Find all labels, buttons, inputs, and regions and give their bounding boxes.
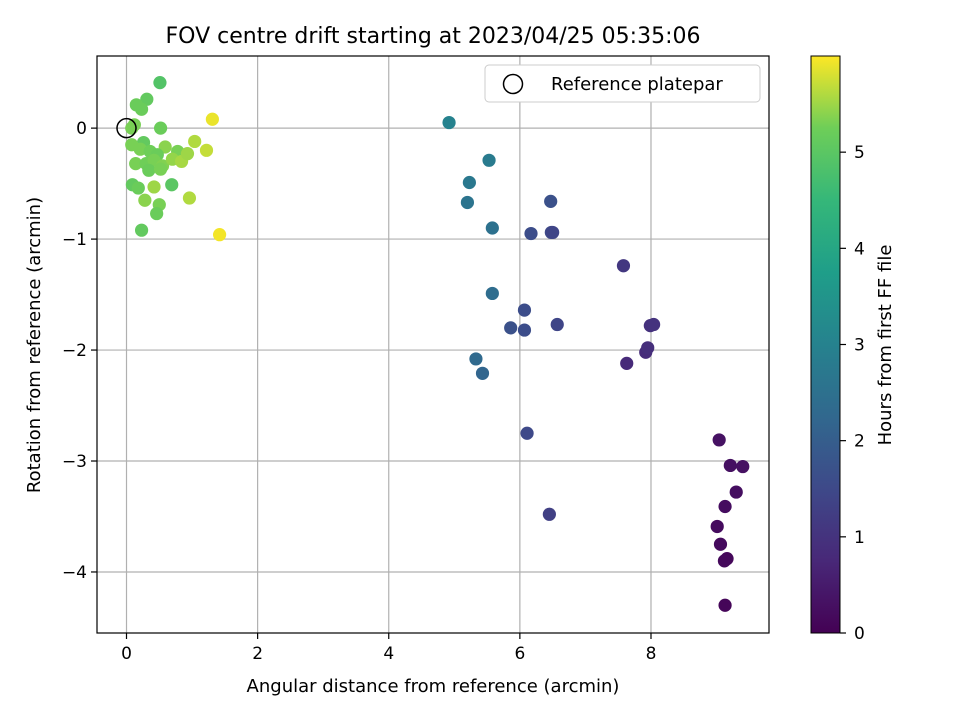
scatter-point xyxy=(723,458,737,473)
scatter-point xyxy=(482,153,496,167)
scatter-point xyxy=(212,228,227,242)
scatter-point xyxy=(485,221,499,235)
scatter-point xyxy=(520,426,534,440)
colorbar: 0 1 2 3 4 5 Hours from first FF file xyxy=(810,55,896,644)
scatter-point xyxy=(134,102,149,116)
colorbar-tick-label: 3 xyxy=(854,336,865,356)
scatter-point xyxy=(129,157,143,171)
scatter-point xyxy=(544,194,558,208)
colorbar-tick-label: 4 xyxy=(854,239,865,259)
scatter-point xyxy=(485,286,499,301)
colorbar-tick-label: 0 xyxy=(854,624,865,644)
scatter-point xyxy=(524,226,538,241)
scatter-point xyxy=(460,195,475,210)
scatter-point xyxy=(205,112,219,126)
x-axis-label: Angular distance from reference (arcmin) xyxy=(247,676,620,697)
colorbar-tick-label: 1 xyxy=(854,528,865,548)
x-tick-label: 6 xyxy=(514,644,525,664)
scatter-point xyxy=(462,175,476,190)
y-axis-ticks: 0 −1 −2 −3 −4 xyxy=(62,119,97,583)
scatter-point xyxy=(718,499,732,514)
y-tick-label: −2 xyxy=(62,341,87,361)
x-tick-label: 8 xyxy=(646,644,657,664)
scatter-point xyxy=(127,118,141,132)
scatter-point xyxy=(504,321,518,335)
legend-marker-reference xyxy=(502,73,524,95)
scatter-point xyxy=(131,181,145,195)
scatter-point xyxy=(647,317,661,332)
scatter-point xyxy=(546,225,560,240)
y-axis-label: Rotation from reference (arcmin) xyxy=(24,197,45,493)
legend: Reference platepar xyxy=(484,64,761,103)
scatter-point xyxy=(188,134,202,149)
scatter-point xyxy=(713,537,728,551)
legend-box xyxy=(484,64,761,103)
scatter-point xyxy=(147,180,161,194)
x-tick-label: 2 xyxy=(252,644,263,664)
scatter-point xyxy=(180,147,195,161)
scatter-point xyxy=(517,323,532,337)
scatter-point xyxy=(712,433,726,447)
x-tick-label: 4 xyxy=(383,644,394,664)
scatter-point xyxy=(469,352,483,366)
y-tick-label: 0 xyxy=(76,119,87,139)
scatter-point xyxy=(134,223,149,237)
scatter-point xyxy=(517,303,532,317)
scatter-point xyxy=(550,317,564,332)
colorbar-gradient xyxy=(810,55,841,634)
scatter-point xyxy=(475,366,490,380)
scatter-point xyxy=(620,356,634,370)
x-tick-label: 0 xyxy=(121,644,132,664)
colorbar-ticks: 0 1 2 3 4 5 xyxy=(840,143,865,644)
scatter-point xyxy=(138,193,152,207)
y-tick-label: −4 xyxy=(62,563,87,583)
chart-title: FOV centre drift starting at 2023/04/25 … xyxy=(166,24,701,49)
scatter-point xyxy=(710,519,724,534)
y-tick-label: −3 xyxy=(62,452,87,472)
scatter-point xyxy=(140,92,154,106)
scatter-point xyxy=(165,178,179,192)
scatter-point xyxy=(736,459,750,474)
scatter-point xyxy=(616,259,631,273)
scatter-point xyxy=(153,76,167,90)
x-axis-ticks: 0 2 4 6 8 xyxy=(121,633,656,664)
legend-entry-reference: Reference platepar xyxy=(551,74,723,95)
scatter-point xyxy=(133,142,147,156)
scatter-point xyxy=(641,341,655,355)
scatter-point xyxy=(542,507,556,521)
scatter-point xyxy=(182,191,197,205)
scatter-point xyxy=(142,163,156,177)
scatter-point xyxy=(153,162,168,176)
reference-marker-layer xyxy=(116,117,137,139)
data-points xyxy=(125,76,750,612)
plot-frame xyxy=(96,55,770,634)
scatter-point xyxy=(718,598,732,612)
scatter-point xyxy=(199,143,214,157)
scatter-point xyxy=(150,206,164,221)
colorbar-tick-label: 2 xyxy=(854,432,865,452)
scatter-point xyxy=(729,485,743,499)
colorbar-label: Hours from first FF file xyxy=(875,245,896,446)
scatter-point xyxy=(717,554,732,568)
colorbar-tick-label: 5 xyxy=(854,143,865,163)
scatter-point xyxy=(442,115,456,130)
y-tick-label: −1 xyxy=(62,230,87,250)
reference-platepar-marker xyxy=(116,117,137,139)
scatter-point xyxy=(153,121,168,135)
